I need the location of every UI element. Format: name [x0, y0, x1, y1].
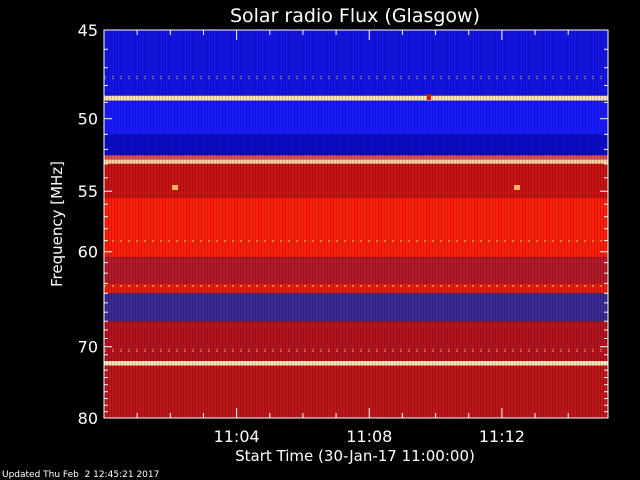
x-tick-label: 11:04	[214, 427, 260, 446]
y-tick-label: 45	[78, 21, 98, 40]
burst-spot	[514, 185, 520, 190]
x-axis-label: Start Time (30-Jan-17 11:00:00)	[235, 447, 475, 465]
y-tick-label: 80	[78, 409, 98, 428]
y-tick-label: 60	[78, 243, 98, 262]
x-tick-label: 11:12	[479, 427, 525, 446]
bright-dot-row	[104, 76, 608, 79]
y-axis: 45 50 55 60 70 80	[78, 21, 608, 428]
footer-updated: Updated Thu Feb 2 12:45:21 2017	[2, 470, 159, 480]
burst-spot	[172, 185, 178, 190]
bright-dot-row	[104, 349, 608, 352]
burst-spot	[427, 94, 431, 100]
plot-frame	[103, 29, 609, 419]
y-tick-label: 50	[78, 110, 98, 129]
heatmap-plot-area	[104, 30, 608, 418]
y-tick-label: 55	[78, 182, 98, 201]
x-axis: 11:04 11:08 11:12	[136, 30, 569, 446]
bright-dot-row	[104, 240, 608, 243]
y-tick-label: 70	[78, 338, 98, 357]
bright-dot-row	[104, 284, 608, 287]
texture-overlay	[104, 30, 608, 418]
chart-title: Solar radio Flux (Glasgow)	[230, 5, 480, 27]
x-tick-label: 11:08	[346, 427, 392, 446]
y-axis-label: Frequency [MHz]	[48, 161, 66, 287]
